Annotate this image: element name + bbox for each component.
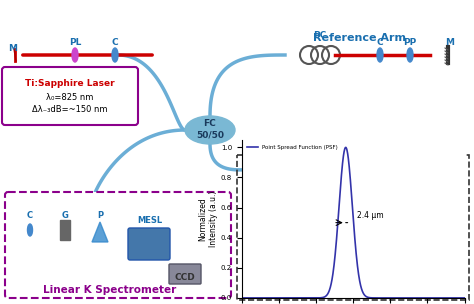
Text: λ₀=825 nm: λ₀=825 nm	[46, 92, 94, 102]
Polygon shape	[60, 220, 70, 240]
Text: PP: PP	[403, 38, 417, 47]
Ellipse shape	[377, 48, 383, 62]
Point Spread Function (PSF)	[239, 296, 245, 300]
Text: Sample Arm: Sample Arm	[322, 150, 398, 160]
Text: CCD: CCD	[174, 274, 195, 282]
Text: Reference Arm: Reference Arm	[313, 33, 407, 43]
Text: Linear K Spectrometer: Linear K Spectrometer	[44, 285, 177, 295]
Ellipse shape	[407, 48, 413, 62]
Text: PC: PC	[313, 31, 327, 40]
FancyBboxPatch shape	[403, 155, 442, 175]
FancyBboxPatch shape	[304, 156, 336, 174]
Ellipse shape	[185, 116, 235, 144]
Text: G: G	[62, 211, 68, 220]
Text: MESL: MESL	[137, 216, 163, 225]
Text: 50/50: 50/50	[196, 130, 224, 140]
Text: C: C	[112, 38, 118, 47]
Text: Ti:Sapphire Laser: Ti:Sapphire Laser	[25, 80, 115, 88]
Polygon shape	[92, 222, 108, 242]
Point Spread Function (PSF)	[329, 279, 335, 282]
Y-axis label: Normalized
Intensity (a.u.): Normalized Intensity (a.u.)	[199, 191, 218, 247]
FancyBboxPatch shape	[128, 228, 170, 260]
Line: Point Spread Function (PSF): Point Spread Function (PSF)	[242, 147, 465, 298]
Text: PL: PL	[69, 38, 81, 47]
Text: RJ: RJ	[313, 169, 323, 178]
Point Spread Function (PSF)	[337, 193, 343, 197]
Point Spread Function (PSF)	[413, 296, 419, 300]
FancyBboxPatch shape	[5, 192, 231, 298]
Text: C: C	[27, 211, 33, 220]
FancyBboxPatch shape	[169, 264, 201, 284]
Text: M: M	[446, 38, 455, 47]
Ellipse shape	[112, 48, 118, 62]
Point Spread Function (PSF)	[417, 296, 422, 300]
Legend: Point Spread Function (PSF): Point Spread Function (PSF)	[245, 143, 340, 152]
Text: M: M	[9, 44, 18, 53]
Point Spread Function (PSF)	[392, 296, 398, 300]
Text: Catheter: Catheter	[418, 187, 462, 196]
Ellipse shape	[27, 224, 33, 236]
Ellipse shape	[72, 48, 78, 62]
Point Spread Function (PSF)	[343, 146, 348, 149]
Text: Δλ₋₃dB=~150 nm: Δλ₋₃dB=~150 nm	[32, 105, 108, 115]
Point Spread Function (PSF)	[462, 296, 467, 300]
Point Spread Function (PSF)	[262, 296, 267, 300]
FancyBboxPatch shape	[2, 67, 138, 125]
Text: 2.4 μm: 2.4 μm	[357, 211, 383, 219]
Text: FC: FC	[204, 119, 216, 127]
Text: P: P	[97, 211, 103, 220]
Text: C: C	[377, 38, 383, 47]
